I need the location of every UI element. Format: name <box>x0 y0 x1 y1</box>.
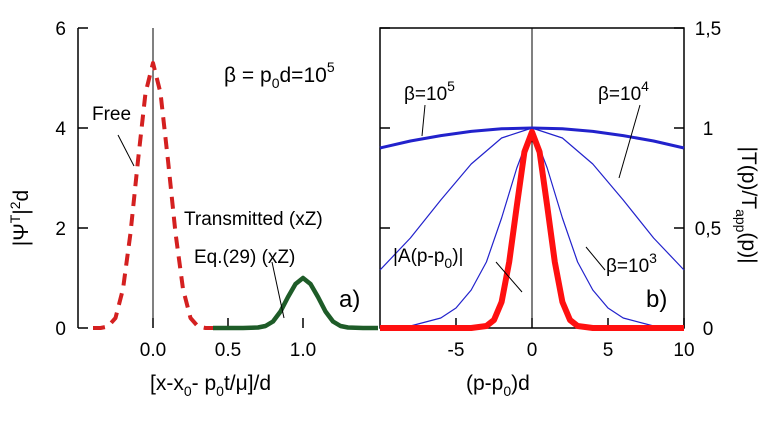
panel-b-y-tick-label: 1,5 <box>695 19 721 40</box>
beta-header: β = p0d=105 <box>224 59 335 91</box>
eq29-leader-line <box>271 261 285 319</box>
panel-b-y-tick-label: 1 <box>703 119 714 140</box>
panel-a-x-ticks: 0.0 0.5 1.0 <box>140 318 316 361</box>
beta-1e4-label: β=104 <box>598 78 649 105</box>
panel-a-label: a) <box>339 286 360 313</box>
beta-1e5-leader-line <box>421 104 426 137</box>
panel-b-y-label: |T(p)/Tapp(p)| <box>733 146 760 263</box>
panel-a-x-tick-label: 1.0 <box>290 340 316 361</box>
beta-1e4-leader-line <box>618 104 641 179</box>
eq29-annotation: Eq.(29) (xZ) <box>194 247 295 268</box>
beta-1e3-label: β=103 <box>606 250 657 277</box>
panel-b-x-tick-label: 10 <box>673 340 694 361</box>
panel-b-x-label: (p-p0)d <box>466 372 530 399</box>
panel-a: 0 2 4 6 0.0 0.5 1.0 Free Transmitted (xZ) Eq.… <box>7 19 378 399</box>
panel-a-y-label: |ΨT|2d <box>7 190 33 247</box>
transmitted-annotation: Transmitted (xZ) <box>184 209 323 230</box>
panel-a-x-tick-label: 0.0 <box>140 340 166 361</box>
panel-b: -5 0 5 10 00,511,5 β = p0d=105 β=105 β=104 … <box>224 19 760 399</box>
panel-a-y-ticks: 0 2 4 6 <box>55 19 88 340</box>
panel-b-label: b) <box>646 286 667 313</box>
panel-b-series-2 <box>379 127 685 329</box>
panel-a-y-tick-label: 4 <box>55 119 66 140</box>
panel-b-x-tick-label: 0 <box>527 340 538 361</box>
panel-b-series <box>379 126 685 331</box>
panel-a-series-0 <box>93 61 213 330</box>
amplitude-label: |A(p-p0)| <box>393 246 463 271</box>
amplitude-leader-line <box>495 261 523 293</box>
panel-a-series <box>93 61 378 331</box>
panel-b-x-tick-label: -5 <box>448 340 465 361</box>
panel-b-y-tick-label: 0 <box>703 319 714 340</box>
panel-b-series-3 <box>380 129 684 331</box>
panel-a-x-tick-label: 0.5 <box>215 340 241 361</box>
panel-a-y-tick-label: 0 <box>55 319 66 340</box>
panel-a-y-tick-label: 2 <box>55 219 66 240</box>
beta-1e3-leader-line <box>585 246 606 271</box>
panel-a-y-tick-label: 6 <box>55 19 66 40</box>
panel-b-y-tick-label: 0,5 <box>695 219 721 240</box>
panel-a-series-1 <box>213 275 378 331</box>
panel-a-x-label: [x-x0- p0t/μ]/d <box>150 372 271 399</box>
beta-1e5-label: β=105 <box>404 78 455 105</box>
free-annotation: Free <box>92 104 131 125</box>
panel-b-x-tick-label: 5 <box>603 340 614 361</box>
free-leader-line <box>117 134 135 167</box>
